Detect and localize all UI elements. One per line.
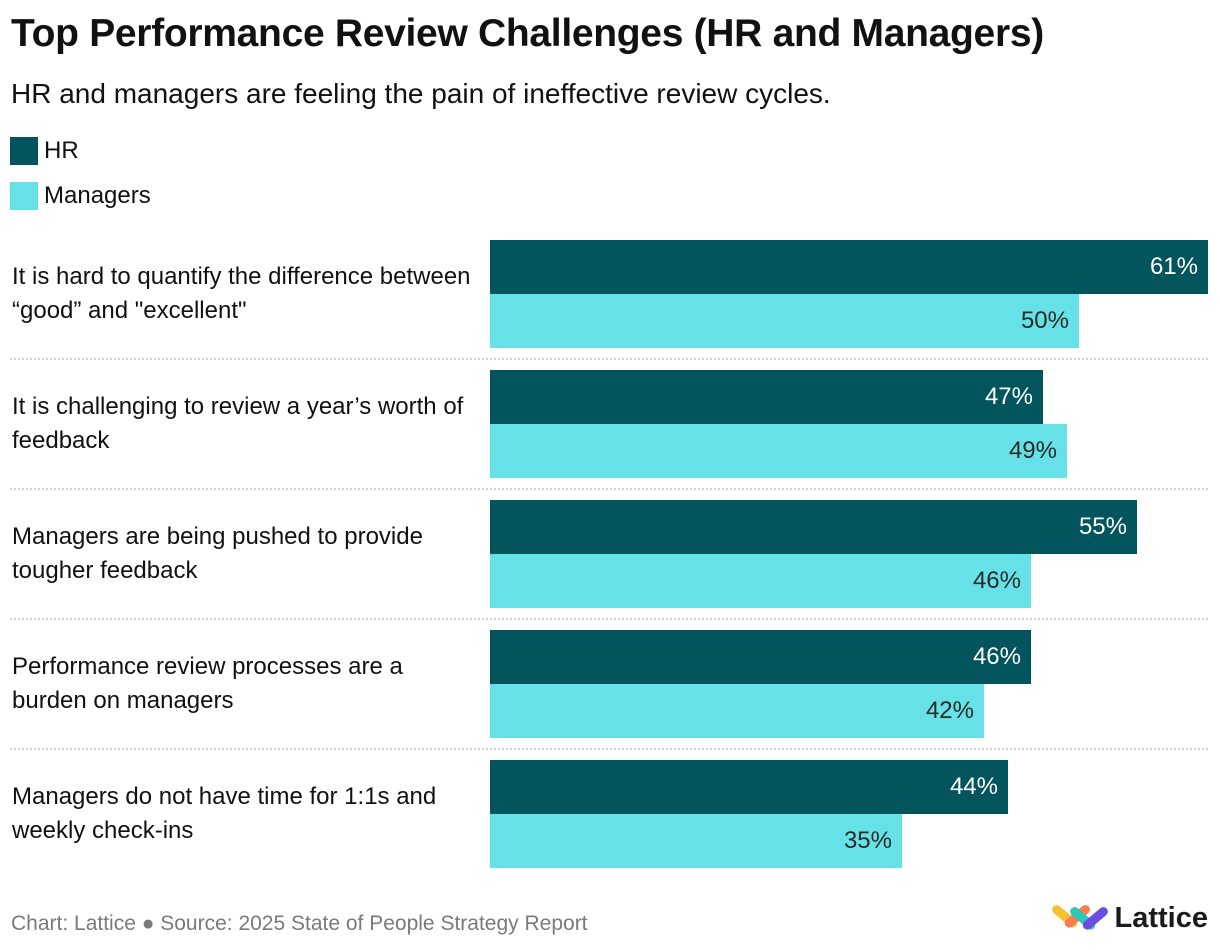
legend-item-managers: Managers bbox=[10, 182, 151, 210]
legend-label-managers: Managers bbox=[44, 182, 151, 209]
category-label: It is hard to quantify the difference be… bbox=[12, 263, 471, 324]
group-separator bbox=[10, 358, 1208, 360]
bar-value-label: 46% bbox=[972, 567, 1021, 594]
bar-value-label: 47% bbox=[984, 383, 1033, 410]
bar-value-label: 42% bbox=[925, 697, 974, 724]
bar-value-label: 35% bbox=[843, 827, 892, 854]
bar-value-label: 44% bbox=[949, 773, 998, 800]
group-separator bbox=[10, 618, 1208, 620]
bar-value-label: 61% bbox=[1149, 253, 1198, 280]
bar-managers bbox=[490, 684, 984, 738]
chart-subtitle: HR and managers are feeling the pain of … bbox=[11, 78, 831, 109]
category-label: It is challenging to review a year’s wor… bbox=[12, 393, 464, 454]
bar-value-label: 50% bbox=[1020, 307, 1069, 334]
chart-source: Chart: Lattice ● Source: 2025 State of P… bbox=[11, 912, 588, 935]
bar-managers bbox=[490, 554, 1031, 608]
bar-value-label: 55% bbox=[1078, 513, 1127, 540]
legend-label-hr: HR bbox=[44, 137, 79, 164]
legend: HR Managers bbox=[10, 137, 151, 227]
bar-value-label: 49% bbox=[1008, 437, 1057, 464]
brand-name: Lattice bbox=[1114, 901, 1208, 934]
bar-value-label: 46% bbox=[972, 643, 1021, 670]
bar-managers bbox=[490, 424, 1067, 478]
group-separator bbox=[10, 488, 1208, 490]
category-label: Managers are being pushed to provide tou… bbox=[12, 523, 423, 584]
bar-hr bbox=[490, 500, 1137, 554]
bar-managers bbox=[490, 294, 1079, 348]
chart-title: Top Performance Review Challenges (HR an… bbox=[11, 12, 1044, 55]
category-label: Managers do not have time for 1:1s and w… bbox=[12, 783, 437, 844]
legend-swatch-hr bbox=[10, 137, 38, 165]
category-label: Performance review processes are a burde… bbox=[12, 653, 403, 714]
legend-item-hr: HR bbox=[10, 137, 151, 165]
legend-swatch-managers bbox=[10, 182, 38, 210]
bar-hr bbox=[490, 760, 1008, 814]
group-separator bbox=[10, 748, 1208, 750]
bar-managers bbox=[490, 814, 902, 868]
brand: Lattice bbox=[1051, 900, 1208, 936]
bar-hr bbox=[490, 240, 1208, 294]
bar-hr bbox=[490, 370, 1043, 424]
lattice-logo-icon bbox=[1051, 905, 1108, 930]
bar-hr bbox=[490, 630, 1031, 684]
